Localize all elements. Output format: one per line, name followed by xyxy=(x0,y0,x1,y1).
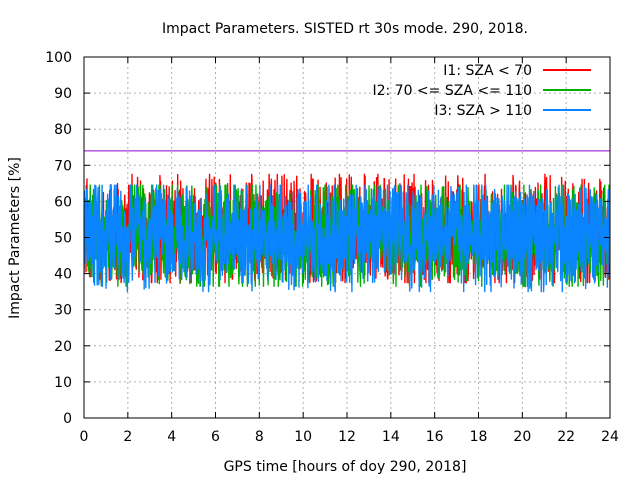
series-layer xyxy=(84,173,610,293)
legend: I1: SZA < 70 I2: 70 <= SZA <= 110 I3: SZA … xyxy=(372,63,591,119)
x-tick-label: 20 xyxy=(513,429,531,445)
y-tick-label: 90 xyxy=(54,86,72,102)
x-tick-label: 18 xyxy=(470,429,488,445)
series-line-3 xyxy=(84,184,610,293)
y-tick-label: 30 xyxy=(54,303,72,319)
x-tick-label: 14 xyxy=(382,429,400,445)
x-tick-label: 12 xyxy=(338,429,356,445)
x-tick-label: 24 xyxy=(601,429,619,445)
y-tick-label: 80 xyxy=(54,122,72,138)
y-tick-label: 100 xyxy=(45,50,72,66)
y-tick-label: 60 xyxy=(54,194,72,210)
y-tick-label: 40 xyxy=(54,267,72,283)
y-tick-label: 50 xyxy=(54,231,72,247)
y-tick-label: 20 xyxy=(54,339,72,355)
x-tick-label: 16 xyxy=(426,429,444,445)
y-tick-label: 10 xyxy=(54,375,72,391)
x-tick-label: 6 xyxy=(211,429,220,445)
chart-title: Impact Parameters. SISTED rt 30s mode. 2… xyxy=(162,21,528,37)
legend-label-2: I2: 70 <= SZA <= 110 xyxy=(372,83,532,99)
x-tick-label: 10 xyxy=(294,429,312,445)
x-tick-label: 2 xyxy=(123,429,132,445)
x-axis-label: GPS time [hours of doy 290, 2018] xyxy=(224,459,467,475)
plot-frame xyxy=(83,56,611,419)
y-tick-label: 0 xyxy=(63,411,72,427)
x-tick-label: 4 xyxy=(167,429,176,445)
x-tick-label: 8 xyxy=(255,429,264,445)
y-tick-label: 70 xyxy=(54,158,72,174)
legend-label-1: I1: SZA < 70 xyxy=(443,63,532,79)
x-tick-label: 22 xyxy=(557,429,575,445)
legend-label-3: I3: SZA > 110 xyxy=(434,103,532,119)
x-tick-label: 0 xyxy=(80,429,89,445)
y-axis-label: Impact Parameters [%] xyxy=(7,157,23,319)
